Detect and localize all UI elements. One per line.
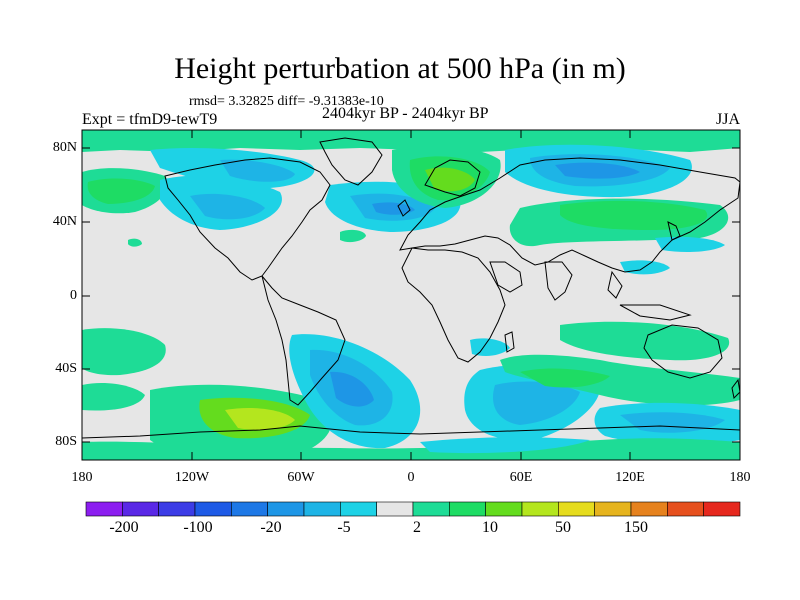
colorbar-swatch xyxy=(267,501,305,517)
anomaly-region xyxy=(330,371,374,407)
lat-tick-label: 80S xyxy=(55,434,77,449)
plot-title: Height perturbation at 500 hPa (in m) xyxy=(174,52,626,85)
lon-tick-label: 180 xyxy=(71,470,93,485)
anomaly-region xyxy=(500,354,740,406)
stats-text: rmsd= 3.32825 diff= -9.31383e-10 xyxy=(189,94,384,109)
colorbar-swatch xyxy=(340,501,377,517)
anomaly-region xyxy=(520,368,610,388)
colorbar-swatch xyxy=(449,501,486,517)
colorbar-swatch xyxy=(594,501,632,517)
anomaly-region xyxy=(190,193,265,220)
lon-tick-label: 60E xyxy=(509,470,533,485)
lon-tick-label: 120E xyxy=(615,470,645,485)
anomaly-region xyxy=(492,381,580,425)
experiment-label: Expt = tfmD9-tewT9 xyxy=(82,111,218,128)
colorbar-swatch xyxy=(231,501,268,517)
colorbar-swatch xyxy=(412,501,450,517)
lat-tick-label: 40N xyxy=(52,214,77,229)
colorbar xyxy=(85,501,741,517)
anomaly-region xyxy=(220,159,295,182)
lat-tick-label: 0 xyxy=(70,288,77,303)
anomaly-region xyxy=(425,167,475,192)
colorbar-label: 50 xyxy=(555,519,571,536)
lon-tick-label: 180 xyxy=(729,470,751,485)
axis-ticks xyxy=(81,130,741,460)
lat-tick-label: 40S xyxy=(55,361,77,376)
lon-tick-label: 120W xyxy=(174,470,210,485)
anomaly-region xyxy=(372,202,415,215)
colorbar-swatch xyxy=(158,501,196,517)
anomaly-region xyxy=(128,238,142,247)
colorbar-label: 150 xyxy=(624,519,648,536)
anomaly-region xyxy=(82,383,145,411)
colorbar-swatch xyxy=(194,501,232,517)
anomaly-region xyxy=(225,408,295,430)
anomaly-region xyxy=(82,328,166,376)
anomaly-region xyxy=(655,236,725,253)
anomaly-region xyxy=(87,178,155,204)
colorbar-label: -100 xyxy=(183,519,213,536)
period-label: 2404kyr BP - 2404kyr BP xyxy=(322,105,489,122)
colorbar-swatch xyxy=(485,501,523,517)
colorbar-label: -5 xyxy=(337,519,351,536)
anomaly-region xyxy=(555,162,640,179)
colorbar-swatch xyxy=(85,501,123,517)
lat-tick-label: 80N xyxy=(52,140,77,155)
colorbar-swatch xyxy=(122,501,159,517)
anomaly-region xyxy=(560,321,730,361)
colorbar-label: -20 xyxy=(260,519,282,536)
anomaly-region xyxy=(340,229,366,243)
colorbar-swatch xyxy=(303,501,341,517)
colorbar-label: 10 xyxy=(482,519,498,536)
colorbar-swatch xyxy=(558,501,595,517)
lon-tick-label: 0 xyxy=(407,470,415,485)
colorbar-swatch xyxy=(521,501,559,517)
lon-tick-label: 60W xyxy=(287,470,315,485)
colorbar-swatch xyxy=(376,501,414,517)
colorbar-swatch xyxy=(703,501,741,517)
colorbar-swatch xyxy=(630,501,668,517)
colorbar-label: 2 xyxy=(413,519,421,536)
coastlines xyxy=(82,137,740,439)
anomaly-fields xyxy=(82,130,740,460)
season-label: JJA xyxy=(716,111,741,128)
colorbar-label: -200 xyxy=(109,519,139,536)
anomaly-region xyxy=(420,437,590,454)
colorbar-swatch xyxy=(667,501,704,517)
